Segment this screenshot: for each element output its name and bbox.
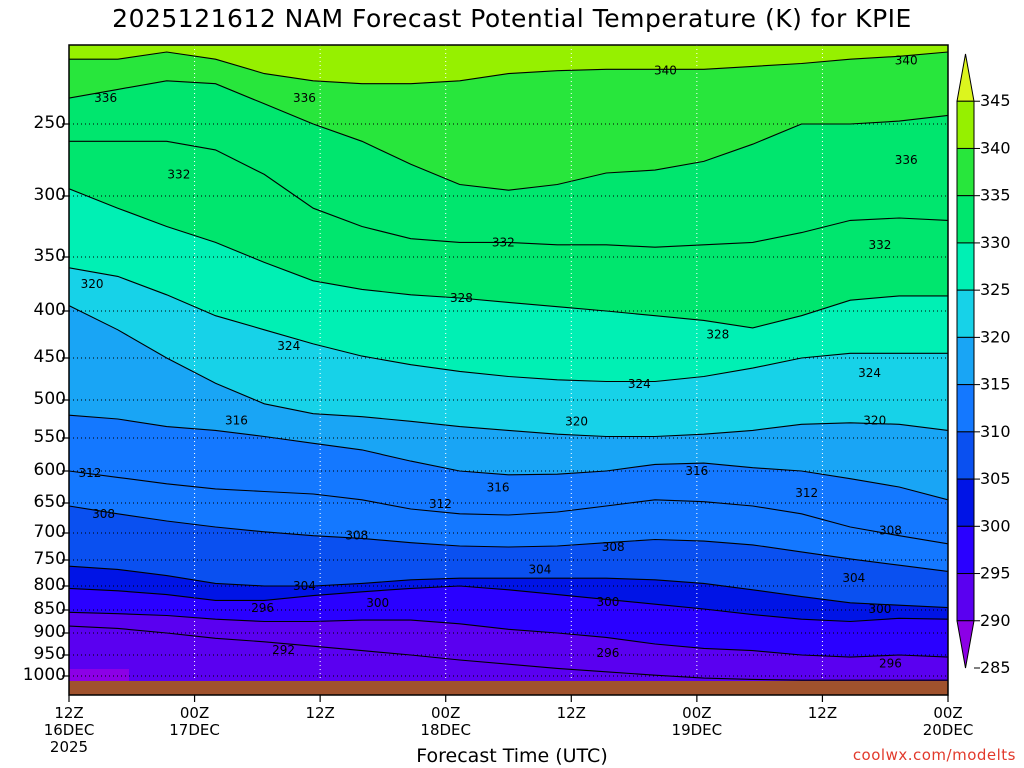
contour-label: 296 xyxy=(596,646,619,660)
colorbar-label: 340 xyxy=(980,138,1011,157)
contour-label: 332 xyxy=(167,167,190,181)
contour-label: 320 xyxy=(863,414,886,428)
colorbar-label: 300 xyxy=(980,516,1011,535)
colorbar-swatch xyxy=(957,54,974,101)
contour-label: 312 xyxy=(429,497,452,511)
y-tick-label: 900 xyxy=(34,622,66,642)
contour-label: 312 xyxy=(78,466,101,480)
contour-label: 308 xyxy=(92,507,115,521)
x-tick-label: 18DEC xyxy=(420,721,471,739)
contour-label: 332 xyxy=(492,235,515,249)
contour-label: 312 xyxy=(795,486,818,500)
contour-label: 300 xyxy=(869,602,892,616)
x-tick-label: 00Z xyxy=(180,704,209,722)
y-tick-label: 850 xyxy=(34,599,66,619)
colorbar-label: 285 xyxy=(980,658,1011,677)
x-tick-label: 00Z xyxy=(431,704,460,722)
contour-label: 324 xyxy=(858,366,881,380)
colorbar-swatch xyxy=(957,290,974,337)
x-tick-label: 00Z xyxy=(682,704,711,722)
contour-label: 328 xyxy=(706,328,729,342)
contour-label: 300 xyxy=(596,595,619,609)
colorbar-label: 310 xyxy=(980,422,1011,441)
contour-label: 308 xyxy=(602,540,625,554)
contour-label: 296 xyxy=(879,656,902,670)
y-tick-label: 700 xyxy=(34,522,66,542)
colorbar-label: 315 xyxy=(980,375,1011,394)
contour-label: 332 xyxy=(869,238,892,252)
contour-label: 340 xyxy=(654,64,677,78)
contour-label: 296 xyxy=(251,601,274,615)
colorbar-swatch xyxy=(957,337,974,384)
contour-label: 336 xyxy=(895,153,918,167)
source-credit: coolwx.com/modelts xyxy=(853,746,1016,764)
y-tick-label: 800 xyxy=(34,575,66,595)
colorbar-swatch xyxy=(957,385,974,432)
contour-label: 336 xyxy=(94,91,117,105)
x-tick-label: 12Z xyxy=(305,704,334,722)
contour-label: 308 xyxy=(345,529,368,543)
x-tick-label: 19DEC xyxy=(672,721,723,739)
x-tick-label: 12Z xyxy=(54,704,83,722)
colorbar-swatch xyxy=(957,526,974,573)
colorbar-swatch xyxy=(957,148,974,195)
contour-label: 324 xyxy=(277,339,300,353)
contour-label: 308 xyxy=(879,524,902,538)
contour-label: 320 xyxy=(81,277,104,291)
y-tick-label: 750 xyxy=(34,549,66,569)
y-tick-label: 650 xyxy=(34,492,66,512)
x-tick-label: 17DEC xyxy=(169,721,220,739)
contour-label: 304 xyxy=(528,562,551,576)
colorbar-swatch xyxy=(957,479,974,526)
colorbar-swatch xyxy=(957,621,974,668)
fill-band xyxy=(69,669,129,681)
y-tick-label: 1000 xyxy=(23,665,66,685)
colorbar-swatch xyxy=(957,196,974,243)
colorbar-label: 325 xyxy=(980,280,1011,299)
contour-label: 336 xyxy=(293,91,316,105)
potential-temperature-chart: 340 340 336 336 336 332 332 332 328 328 324 324 324 3… xyxy=(0,0,1024,768)
x-tick-label: 00Z xyxy=(933,704,962,722)
colorbar-swatch xyxy=(957,432,974,479)
x-tick-label: 16DEC xyxy=(44,721,95,739)
colorbar-label: 305 xyxy=(980,469,1011,488)
y-tick-label: 450 xyxy=(34,347,66,367)
colorbar-swatch xyxy=(957,101,974,148)
colorbar-swatch xyxy=(957,574,974,621)
y-tick-label: 250 xyxy=(34,113,66,133)
y-tick-label: 950 xyxy=(34,644,66,664)
contour-label: 304 xyxy=(293,579,316,593)
colorbar-swatch xyxy=(957,243,974,290)
contour-label: 316 xyxy=(685,464,708,478)
ground-strip xyxy=(69,681,948,695)
colorbar: 345 340 335 330 325 320 315 310 305 300 295 290 285 xyxy=(957,54,1011,677)
y-tick-label: 550 xyxy=(34,427,66,447)
contour-label: 328 xyxy=(450,291,473,305)
contour-label: 316 xyxy=(487,481,510,495)
x-tick-label: 12Z xyxy=(808,704,837,722)
contour-label: 304 xyxy=(842,571,865,585)
chart-title: 2025121612 NAM Forecast Potential Temper… xyxy=(0,4,1024,33)
y-tick-label: 400 xyxy=(34,300,66,320)
colorbar-label: 330 xyxy=(980,233,1011,252)
y-tick-label: 500 xyxy=(34,389,66,409)
colorbar-label: 290 xyxy=(980,611,1011,630)
theta-color-fill xyxy=(69,45,948,700)
colorbar-label: 335 xyxy=(980,186,1011,205)
y-tick-label: 300 xyxy=(34,185,66,205)
contour-label: 320 xyxy=(565,414,588,428)
contour-label: 340 xyxy=(895,54,918,68)
y-tick-label: 350 xyxy=(34,246,66,266)
colorbar-label: 295 xyxy=(980,564,1011,583)
y-tick-label: 600 xyxy=(34,460,66,480)
x-tick-label: 12Z xyxy=(557,704,586,722)
contour-label: 300 xyxy=(366,596,389,610)
colorbar-label: 345 xyxy=(980,91,1011,110)
contour-label: 292 xyxy=(272,643,295,657)
colorbar-label: 320 xyxy=(980,327,1011,346)
x-tick-label: 20DEC xyxy=(923,721,974,739)
contour-label: 324 xyxy=(628,377,651,391)
contour-label: 316 xyxy=(225,414,248,428)
